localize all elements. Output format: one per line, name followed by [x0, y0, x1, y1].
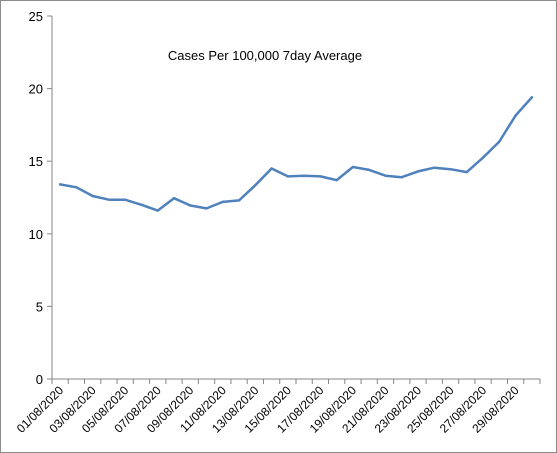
- data-point: [514, 114, 517, 117]
- data-point: [416, 170, 420, 173]
- data-point: [368, 168, 371, 172]
- data-point: [172, 197, 176, 200]
- chart-title: Cases Per 100,000 7day Average: [168, 48, 362, 63]
- data-point: [286, 175, 290, 178]
- x-axis-ticks: 01/08/202003/08/202005/08/202007/08/2020…: [14, 379, 541, 436]
- y-tick-label: 0: [36, 372, 43, 387]
- y-tick-label: 20: [29, 82, 43, 97]
- data-point: [221, 200, 224, 204]
- data-point: [351, 165, 355, 169]
- data-point: [189, 204, 192, 207]
- data-point: [91, 194, 94, 198]
- y-tick-label: 5: [36, 299, 43, 314]
- data-points: [58, 96, 534, 212]
- data-point: [335, 178, 338, 182]
- data-point: [156, 209, 159, 212]
- data-point: [58, 183, 62, 186]
- data-point: [205, 207, 208, 210]
- data-point: [270, 167, 273, 170]
- data-point: [400, 175, 403, 179]
- data-point: [498, 140, 501, 143]
- data-point: [465, 170, 468, 174]
- data-point: [75, 186, 78, 189]
- data-point: [530, 96, 534, 99]
- data-point: [481, 156, 485, 159]
- y-tick-label: 25: [29, 9, 43, 24]
- data-point: [124, 198, 127, 201]
- data-point: [107, 198, 111, 201]
- y-tick-label: 15: [29, 154, 43, 169]
- data-point: [449, 167, 452, 171]
- data-point: [237, 199, 241, 202]
- axes: [51, 16, 540, 380]
- series-line: [58, 96, 534, 212]
- data-point: [140, 203, 143, 206]
- data-point: [433, 166, 436, 169]
- y-axis-ticks: 0 5 10 15 20 25: [29, 9, 52, 387]
- data-point: [302, 174, 306, 177]
- data-point: [319, 175, 322, 178]
- y-tick-label: 10: [29, 227, 43, 242]
- data-point: [384, 174, 387, 177]
- data-point: [254, 183, 257, 187]
